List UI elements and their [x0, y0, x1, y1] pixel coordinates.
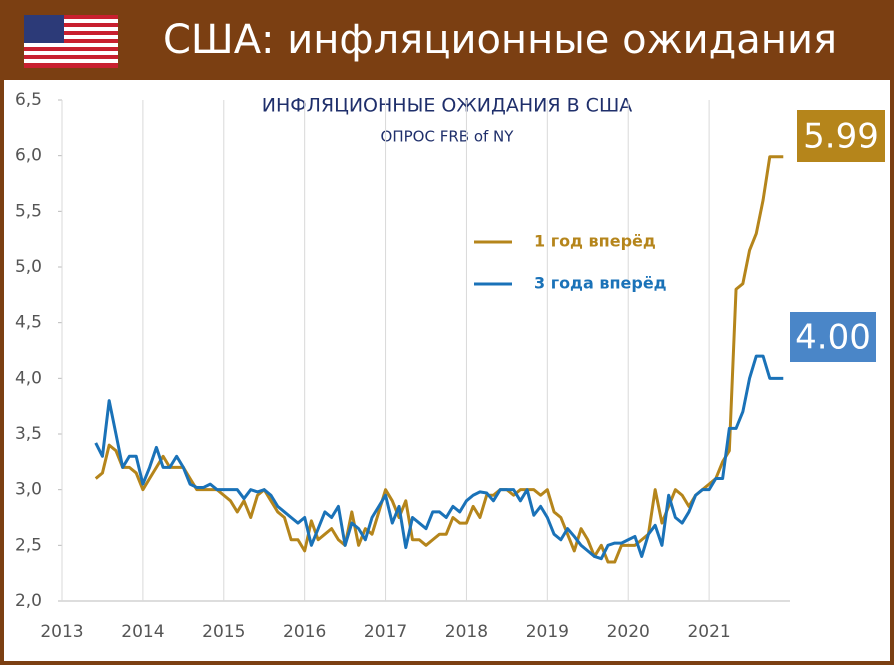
- chart-panel: [4, 80, 890, 661]
- y-tick-label: 5,5: [15, 201, 42, 221]
- x-tick-label: 2014: [121, 622, 164, 642]
- y-tick-label: 6,0: [15, 146, 42, 166]
- series-line: [94, 354, 784, 561]
- annotation-box: [797, 110, 885, 162]
- x-tick-label: 2019: [526, 622, 569, 642]
- y-tick-label: 6,5: [15, 90, 42, 110]
- chart-title: ИНФЛЯЦИОННЫЕ ОЖИДАНИЯ В США: [262, 95, 633, 117]
- y-tick-label: 2,0: [15, 591, 42, 611]
- header-title: США: инфляционные ожидания: [163, 17, 837, 63]
- x-tick-label: 2015: [202, 622, 245, 642]
- legend-label: 3 года вперёд: [534, 274, 667, 293]
- flag: [24, 15, 118, 68]
- x-tick-label: 2021: [687, 622, 730, 642]
- annotation-box: [790, 312, 876, 362]
- x-tick-label: 2016: [283, 622, 326, 642]
- x-tick-label: 2017: [364, 622, 407, 642]
- x-tick-label: 2013: [40, 622, 83, 642]
- x-tick-label: 2020: [607, 622, 650, 642]
- y-tick-label: 3,0: [15, 480, 42, 500]
- annotation-text: 5.99: [803, 117, 879, 157]
- y-tick-label: 3,5: [15, 424, 42, 444]
- annotation-text: 4.00: [795, 318, 871, 358]
- y-tick-label: 4,5: [15, 313, 42, 333]
- chart-subtitle: ОПРОС FRB of NY: [381, 128, 515, 146]
- y-tick-label: 5,0: [15, 257, 42, 277]
- y-tick-label: 4,0: [15, 368, 42, 388]
- legend-label: 1 год вперёд: [534, 232, 656, 251]
- y-tick-label: 2,5: [15, 535, 42, 555]
- x-tick-label: 2018: [445, 622, 488, 642]
